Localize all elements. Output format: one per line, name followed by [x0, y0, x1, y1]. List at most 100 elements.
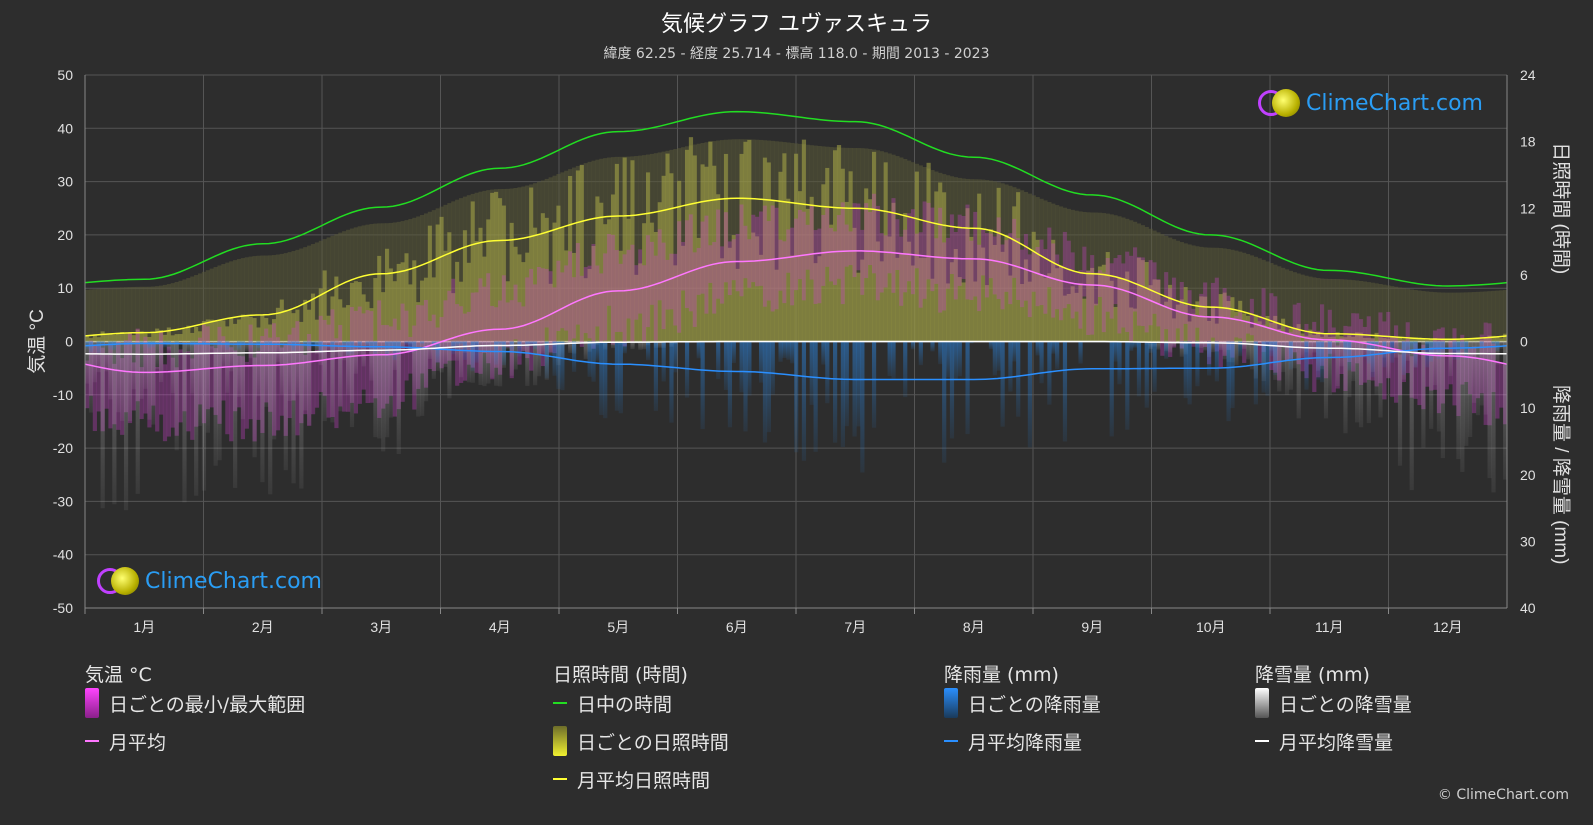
daily-snow-bar [459, 341, 464, 378]
daily-temp-range-bar [1444, 354, 1449, 390]
daily-snow-bar [416, 341, 421, 417]
daily-snow-bar [166, 341, 172, 351]
daily-sunshine-bar [817, 256, 822, 342]
daily-temp-range-bar [1070, 252, 1075, 319]
legend-sun-heading: 日照時間 (時間) [553, 664, 688, 686]
daily-rain-bar [1327, 341, 1332, 360]
daylight-band [1355, 280, 1360, 342]
daylight-band [1382, 284, 1387, 342]
daily-temp-range-bar [879, 233, 884, 293]
daily-sunshine-bar [1479, 339, 1484, 342]
daylight-band [1460, 292, 1465, 342]
daylight-band [1187, 244, 1192, 342]
daily-temp-range-bar [92, 344, 97, 432]
daylight-band [303, 247, 308, 342]
daily-snow-bar [252, 341, 257, 458]
daily-sunshine-bar [1156, 279, 1161, 342]
daily-sunshine-bar [1020, 284, 1025, 342]
daily-sunshine-bar [275, 307, 281, 342]
daily-rain-bar [435, 341, 440, 363]
daily-snow-bar [1475, 341, 1481, 416]
daily-sunshine-bar [381, 292, 386, 342]
daily-snow-bar [1355, 341, 1360, 423]
daylight-band [205, 270, 210, 342]
daily-rain-bar [1039, 341, 1044, 384]
daylight-band [1284, 269, 1290, 342]
daylight-band [248, 256, 253, 342]
legend-temp-heading: 気温 °C [85, 664, 152, 686]
daily-sunshine-bar [1382, 338, 1387, 342]
daily-rain-bar [139, 341, 144, 344]
daily-snow-bar [85, 341, 90, 384]
legend-item-daily-sunshine: 日ごとの日照時間 [553, 722, 729, 760]
daily-sunshine-bar [194, 326, 199, 342]
legend-label: 日ごとの最小/最大範囲 [109, 693, 306, 716]
legend-sun: 日照時間 (時間) 日中の時間 日ごとの日照時間 月平均日照時間 [553, 660, 729, 798]
daily-temp-range-bar [1203, 282, 1208, 348]
daily-snow-bar [244, 341, 249, 352]
daylight-band [147, 286, 152, 342]
daily-sunshine-bar [466, 262, 471, 342]
daily-sunshine-bar [1117, 278, 1122, 342]
daily-sunshine-bar [1468, 338, 1473, 342]
daily-snow-bar [205, 341, 210, 433]
daily-temp-range-bar [829, 227, 834, 282]
daily-temp-range-bar [790, 227, 795, 306]
daily-rain-bar [112, 341, 117, 351]
daily-sunshine-bar [279, 299, 284, 342]
daylight-band [127, 287, 133, 342]
daily-rain-bar [700, 341, 705, 430]
daylight-band [735, 139, 740, 342]
daily-sunshine-bar [1023, 259, 1029, 342]
daily-rain-bar [1491, 341, 1496, 345]
daily-snow-bar [116, 341, 121, 413]
daily-temp-range-bar [478, 278, 483, 374]
daily-sunshine-bar [1210, 306, 1216, 342]
daily-sunshine-bar [766, 162, 771, 342]
daily-temp-range-bar [1210, 282, 1216, 338]
daylight-band [92, 289, 97, 342]
daylight-band [260, 255, 265, 342]
daily-snow-bar [268, 341, 273, 495]
daily-sunshine-bar [505, 281, 510, 342]
daily-sunshine-bar [1027, 281, 1033, 342]
daily-rain-bar [556, 341, 561, 390]
daylight-band [1175, 240, 1181, 342]
daily-sunshine-bar [1471, 338, 1477, 342]
daily-sunshine-bar [178, 334, 183, 342]
daylight-band [1304, 275, 1309, 342]
daily-rain-bar [373, 341, 378, 355]
daily-temp-range-bar [758, 211, 764, 286]
daily-temp-range-bar [1218, 308, 1223, 368]
daily-temp-range-bar [1168, 288, 1173, 357]
daylight-band [638, 155, 643, 342]
daily-temp-range-bar [342, 343, 347, 412]
logo-top[interactable]: ClimeChart.com [1258, 87, 1483, 119]
daily-temp-range-bar [864, 203, 869, 279]
daily-snow-bar [330, 341, 335, 423]
daylight-band [96, 288, 101, 342]
daily-rain-bar [942, 341, 947, 463]
daily-rain-bar [151, 341, 156, 348]
daily-sunshine-bar [470, 201, 475, 342]
daily-snow-bar [1487, 341, 1492, 479]
daylight-band [272, 255, 277, 342]
daily-sunshine-bar [716, 194, 721, 342]
daily-snow-bar [1296, 341, 1301, 419]
daylight-band [1335, 279, 1340, 342]
y-right-bottom-tick-label: 10 [1520, 400, 1536, 416]
daylight-band [1171, 239, 1177, 342]
daily-rain-bar [1335, 341, 1340, 343]
snow-swatch [1255, 688, 1269, 718]
logo-bottom[interactable]: ClimeChart.com [97, 565, 322, 597]
daily-sunshine-bar [127, 332, 133, 342]
daily-snow-bar [307, 341, 312, 426]
daily-sunshine-bar [1039, 274, 1044, 342]
daily-snow-bar [1343, 341, 1348, 434]
daily-sunshine-bar [891, 202, 896, 342]
daily-sunshine-bar [829, 224, 834, 342]
daylight-band [120, 287, 125, 342]
daylight-band [1253, 256, 1258, 342]
daily-rain-bar [910, 341, 916, 350]
daylight-band [451, 201, 456, 342]
